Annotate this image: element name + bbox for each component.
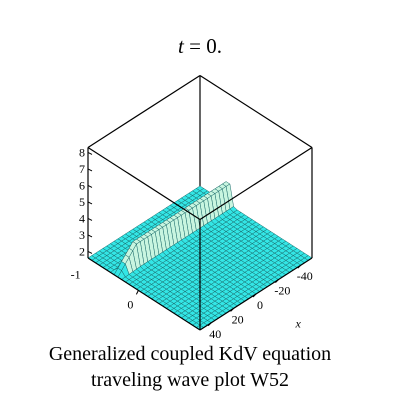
y-tick-label: 0: [127, 297, 133, 311]
z-tick-label: 6: [79, 178, 85, 192]
title-equals: =: [184, 34, 206, 58]
box-edge: [199, 74, 313, 148]
z-tick-mark: [87, 250, 93, 254]
x-tick-mark: [230, 308, 234, 312]
title-value: 0.: [206, 34, 222, 58]
x-tick-mark: [275, 279, 279, 283]
z-tick-mark: [87, 217, 93, 221]
box-edge: [87, 257, 201, 331]
x-tick-mark: [252, 293, 257, 298]
plot-box-back: [87, 74, 313, 186]
figure-caption: Generalized coupled KdV equation traveli…: [0, 341, 380, 393]
box-edge: [87, 146, 201, 220]
z-tick-label: 4: [79, 211, 85, 225]
y-tick-label: -1: [71, 268, 81, 282]
surface-mesh: [87, 181, 313, 331]
x-tick-label: 20: [232, 312, 244, 326]
z-tick-mark: [87, 184, 93, 188]
z-tick-label: 2: [79, 244, 85, 258]
x-tick-mark: [297, 264, 302, 269]
box-edge: [87, 74, 201, 148]
title-variable: t: [178, 34, 185, 58]
z-tick-label: 8: [79, 145, 85, 159]
z-tick-mark: [87, 201, 93, 205]
x-tick-label: -20: [274, 284, 290, 298]
z-tick-mark: [87, 234, 93, 238]
z-tick-label: 5: [79, 195, 85, 209]
y-tick-mark: [135, 290, 139, 295]
plot-title: t = 0.: [178, 34, 222, 58]
z-tick-mark: [87, 168, 93, 172]
z-tick-label: 3: [79, 228, 85, 242]
z-tick-label: 7: [79, 162, 85, 176]
x-tick-label: 40: [209, 327, 221, 341]
x-tick-label: 0: [257, 298, 263, 312]
x-tick-label: -40: [297, 269, 313, 283]
x-axis-label: x: [294, 316, 301, 330]
y-axis: 0 -1: [71, 268, 139, 311]
x-tick-mark: [207, 322, 212, 327]
z-tick-mark: [87, 151, 93, 155]
caption-line-1: Generalized coupled KdV equation: [48, 343, 332, 365]
z-axis: 2 3 4 5 6 7 8: [79, 145, 93, 258]
caption-line-2: traveling wave plot W52: [91, 369, 289, 391]
x-axis: -40 -20 0 20 40 x: [207, 264, 313, 341]
box-edge: [199, 146, 313, 220]
